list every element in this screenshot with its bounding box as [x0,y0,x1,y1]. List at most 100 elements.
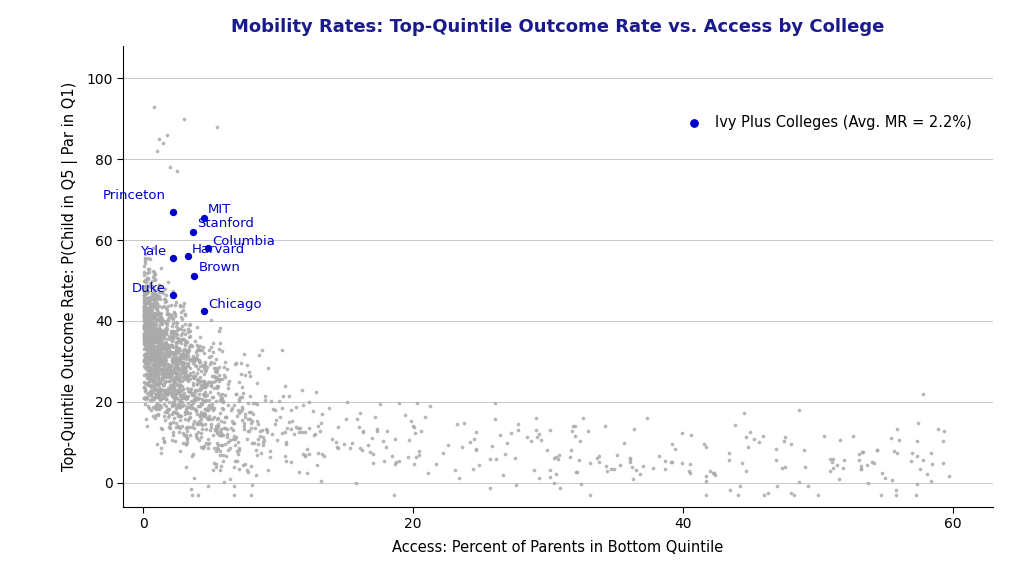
Point [153,328,169,338]
Point [153,314,169,324]
Point [142,319,159,328]
Point [191,401,208,411]
Point [229,446,246,455]
Point [239,361,255,370]
Point [312,419,329,428]
Point [176,415,193,424]
Point [181,331,198,340]
Point [159,335,175,344]
Point [154,334,170,343]
Point [160,278,176,287]
Point [136,370,153,380]
Point [196,380,212,389]
Point [153,309,169,318]
Point [164,435,180,444]
Point [157,385,173,395]
Point [168,388,184,397]
Point [178,405,195,414]
Point [138,369,155,378]
Point [168,385,184,395]
Point [142,317,159,327]
Point [166,393,182,403]
Point [582,490,598,499]
Point [199,405,215,414]
Point [707,470,723,479]
Point [136,259,153,268]
Point [138,312,155,321]
Point [165,385,181,395]
Point [164,368,180,377]
Point [240,467,256,476]
Point [228,411,245,420]
Point [189,420,206,429]
Point [158,319,174,328]
Point [148,332,165,341]
Point [137,414,154,423]
Point [145,343,162,353]
Point [171,357,187,366]
Point [186,387,203,396]
Point [150,387,166,396]
Point [920,469,936,479]
Point [148,352,165,361]
Point [156,386,172,395]
Point [278,451,294,460]
Point [140,320,157,329]
Point [143,327,160,336]
Point [562,453,579,462]
Point [141,318,158,327]
Point [159,386,175,396]
Point [204,403,220,412]
Point [310,422,327,431]
Point [138,321,155,330]
Point [152,382,168,391]
Point [172,403,188,412]
Point [199,381,215,390]
Point [853,465,869,474]
Point [188,385,205,395]
Point [141,369,158,378]
Point [154,364,170,373]
Point [774,463,791,472]
Point [136,282,153,291]
Point [182,370,199,380]
Point [180,399,197,408]
Point [909,418,926,427]
Point [362,448,379,457]
Point [161,368,177,377]
Point [407,460,423,469]
Point [184,380,201,389]
Point [451,473,467,483]
Point [251,350,267,359]
Point [207,372,223,381]
Point [148,353,165,362]
Point [212,426,228,435]
Point [301,423,317,433]
Point [145,308,162,317]
Point [147,328,164,337]
Point [143,373,160,382]
Point [301,397,317,407]
Point [144,315,161,324]
Point [138,336,155,346]
Point [386,459,402,468]
Point [572,437,589,446]
Point [168,338,184,347]
Point [193,443,209,452]
Point [177,373,194,382]
Point [138,351,155,361]
Point [146,337,163,346]
Point [178,423,195,433]
Point [198,361,214,370]
Point [698,443,715,452]
Point [138,335,155,344]
Point [153,359,169,369]
Point [222,423,239,433]
Point [146,335,163,344]
Point [147,384,164,393]
Point [196,397,212,406]
Point [825,464,842,473]
Point [147,311,164,320]
Point [138,336,155,345]
Point [136,316,153,325]
